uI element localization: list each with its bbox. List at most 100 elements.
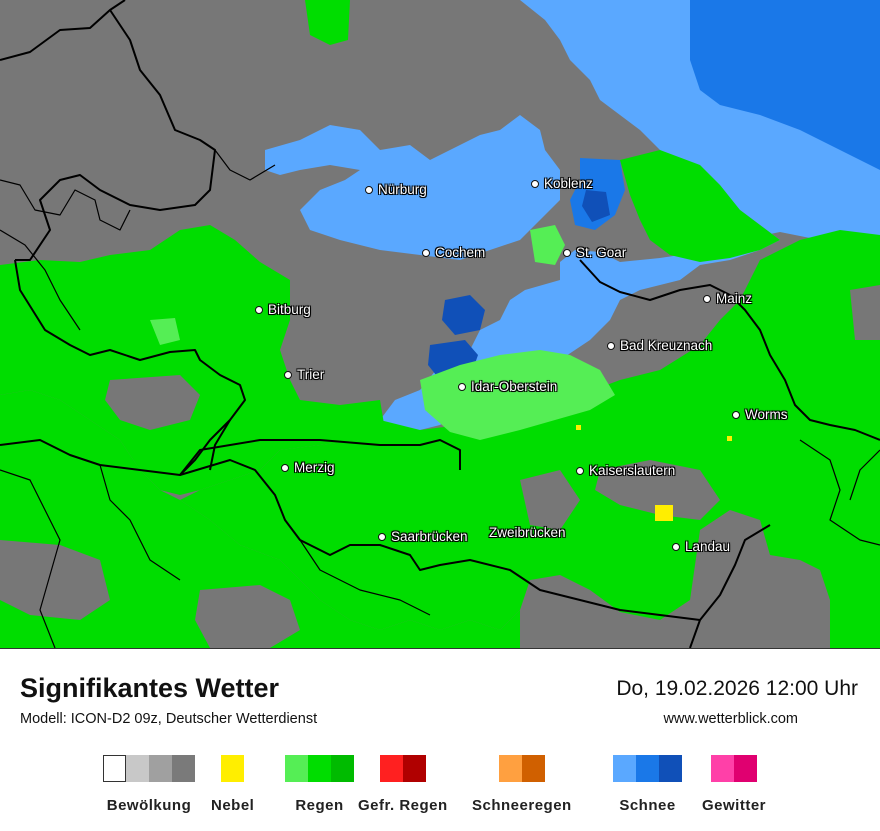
legend-swatches [285, 755, 354, 783]
city-dot-icon [255, 305, 263, 314]
city-dot-icon [284, 370, 292, 379]
rain-area [180, 230, 880, 648]
city-name: Kaiserslautern [589, 463, 676, 478]
city-name: Landau [685, 539, 731, 554]
fog-area [576, 425, 581, 430]
legend-swatch [149, 755, 172, 782]
legend-item-freezing-rain: Gefr. Regen [358, 755, 448, 814]
legend-swatches [711, 755, 757, 783]
legend-swatch [498, 755, 522, 782]
city-label-only: Zweibrücken [489, 525, 566, 540]
legend-swatch [734, 755, 757, 782]
rain-area [0, 390, 520, 648]
city-dot-icon [576, 466, 584, 475]
precipitation-layer [0, 0, 880, 648]
snow-area [690, 0, 880, 170]
fog-area [727, 436, 732, 441]
city-marker: Merzig [281, 460, 335, 475]
legend-swatch [331, 755, 354, 782]
cloud-area [520, 470, 580, 530]
city-dot-icon [563, 248, 571, 257]
city-marker: Kaiserslautern [576, 463, 675, 478]
city-dot-icon [281, 463, 289, 472]
city-dot-icon [672, 542, 680, 551]
rain-area [305, 0, 350, 45]
city-marker: Nürburg [365, 182, 427, 197]
fog-area [655, 505, 673, 521]
legend-swatch [379, 755, 403, 782]
legend-swatch [172, 755, 195, 782]
city-marker: Bitburg [255, 302, 311, 317]
map-title: Signifikantes Wetter [20, 673, 280, 703]
legend-swatches [103, 755, 195, 783]
legend-swatches [221, 755, 245, 783]
city-marker: Saarbrücken [378, 529, 468, 544]
city-dot-icon [531, 179, 539, 188]
city-dot-icon [607, 341, 615, 350]
city-name: Bitburg [268, 302, 311, 317]
city-marker: Cochem [422, 245, 485, 260]
city-marker: Worms [732, 407, 788, 422]
legend-label: Schneeregen [472, 797, 572, 814]
city-dot-icon [378, 532, 386, 541]
city-name: Zweibrücken [489, 525, 566, 540]
city-name: Trier [297, 367, 325, 382]
cloud-area [0, 540, 110, 620]
legend-swatches [498, 755, 545, 783]
legend-swatch [126, 755, 149, 782]
city-name: Merzig [294, 460, 335, 475]
city-dot-icon [422, 248, 430, 257]
legend-swatch [103, 755, 126, 782]
rain-area [0, 225, 385, 495]
city-dot-icon [365, 185, 373, 194]
city-name: Nürburg [378, 182, 427, 197]
city-name: Mainz [716, 291, 753, 306]
cloud-area [850, 285, 880, 340]
city-dot-icon [732, 410, 740, 419]
legend-label: Nebel [211, 797, 255, 814]
model-source: Modell: ICON-D2 09z, Deutscher Wetterdie… [20, 711, 318, 727]
legend-label: Gefr. Regen [358, 797, 448, 814]
city-marker: St. Goar [563, 245, 626, 260]
legend-swatches [379, 755, 426, 783]
forecast-datetime: Do, 19.02.2026 12:00 Uhr [616, 677, 858, 700]
city-marker: Trier [284, 367, 324, 382]
legend-swatch [659, 755, 682, 782]
rain-area-light [530, 225, 565, 265]
rain-area-light [420, 350, 615, 440]
legend-swatch [285, 755, 308, 782]
snow-area-heavy [582, 190, 610, 222]
legend-item-rain: Regen [285, 755, 354, 814]
legend-item-snow: Schnee [613, 755, 682, 814]
legend-swatch [613, 755, 636, 782]
city-name: Koblenz [544, 176, 593, 191]
rain-area [620, 150, 780, 262]
city-marker: Mainz [703, 291, 752, 306]
weather-map: Nürburg Koblenz Cochem St. Goar Bitburg … [0, 0, 880, 648]
legend-label: Regen [295, 797, 344, 814]
snow-area-heavy [442, 295, 485, 335]
city-marker: Bad Kreuznach [607, 338, 712, 353]
city-name: St. Goar [576, 245, 627, 260]
city-marker: Landau [672, 539, 730, 554]
border-lines [0, 0, 880, 648]
city-marker: Idar-Oberstein [458, 379, 557, 394]
legend-item-sleet: Schneeregen [472, 755, 572, 814]
city-name: Saarbrücken [391, 529, 468, 544]
legend-label: Gewitter [702, 797, 767, 814]
legend-item-fog: Nebel [211, 755, 254, 814]
city-marker: Koblenz [531, 176, 593, 191]
city-name: Worms [745, 407, 788, 422]
city-dot-icon [703, 294, 711, 303]
map-footer: Signifikantes Wetter Modell: ICON-D2 09z… [0, 648, 880, 831]
cloud-area [595, 460, 720, 520]
city-name: Cochem [435, 245, 486, 260]
legend-item-clouds: Bewölkung [103, 755, 195, 814]
website-link[interactable]: www.wetterblick.com [663, 711, 798, 727]
legend-swatch [308, 755, 331, 782]
city-dot-icon [458, 382, 466, 391]
legend-label: Schnee [619, 797, 676, 814]
legend-item-thunderstorm: Gewitter [702, 755, 766, 814]
legend-swatch [521, 755, 545, 782]
city-name: Bad Kreuznach [620, 338, 713, 353]
